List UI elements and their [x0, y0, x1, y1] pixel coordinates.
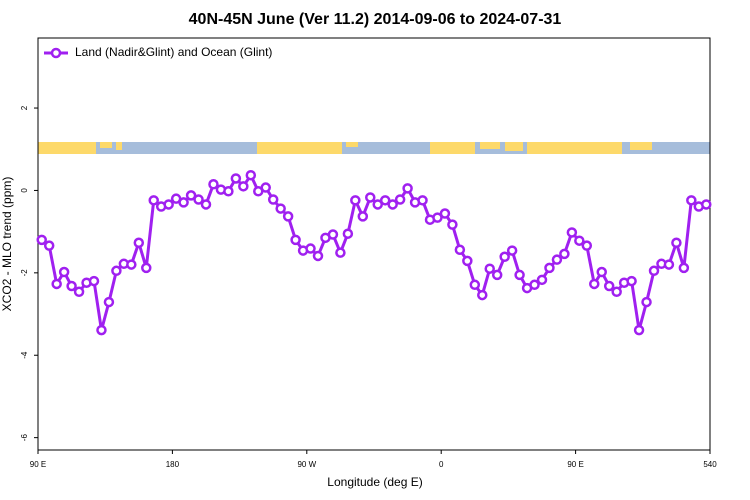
- data-point: [603, 280, 615, 292]
- data-point: [200, 199, 212, 210]
- data-point: [178, 197, 189, 208]
- y-tick-label: -4: [20, 351, 29, 359]
- data-point: [305, 243, 316, 254]
- data-point: [574, 235, 585, 246]
- data-point: [163, 199, 174, 210]
- land-ocean-strip: [38, 142, 710, 154]
- data-point: [491, 269, 503, 281]
- data-point: [312, 250, 324, 262]
- data-point: [536, 274, 548, 286]
- data-point: [701, 199, 712, 210]
- data-point: [43, 240, 55, 251]
- data-point: [36, 234, 47, 246]
- data-point: [633, 324, 645, 336]
- data-point: [282, 211, 294, 222]
- data-point: [559, 248, 570, 260]
- data-point: [126, 259, 137, 270]
- data-point: [402, 183, 413, 194]
- data-point: [663, 259, 675, 270]
- data-point: [365, 192, 376, 203]
- data-point: [238, 181, 249, 192]
- data-point: [506, 245, 518, 256]
- y-axis-title: XCO2 - MLO trend (ppm): [0, 177, 14, 312]
- data-point: [514, 269, 525, 281]
- y-tick-label: -2: [20, 269, 29, 277]
- data-point: [245, 169, 257, 181]
- data-point: [327, 229, 339, 240]
- plot-frame: [37, 37, 711, 451]
- data-point: [611, 286, 622, 298]
- data-point: [417, 195, 428, 206]
- data-point: [544, 262, 555, 274]
- data-point: [133, 237, 145, 249]
- data-point: [58, 266, 70, 278]
- data-point: [111, 265, 122, 277]
- data-point: [51, 278, 62, 290]
- data-point: [551, 254, 563, 265]
- legend-marker: [50, 47, 62, 59]
- data-point: [193, 194, 204, 205]
- data-point: [73, 286, 85, 298]
- data-point: [223, 186, 234, 197]
- data-point: [589, 278, 600, 290]
- data-point: [641, 296, 652, 308]
- data-point: [208, 179, 219, 190]
- data-point: [350, 195, 361, 206]
- data-point: [477, 289, 488, 301]
- x-tick-label: 0: [439, 460, 444, 469]
- data-point: [387, 199, 398, 210]
- data-point: [185, 190, 197, 201]
- data-point: [432, 212, 443, 223]
- data-point: [103, 296, 115, 308]
- chart-title: 40N-45N June (Ver 11.2) 2014-09-06 to 20…: [189, 11, 562, 28]
- data-point: [357, 211, 369, 222]
- data-point: [267, 194, 279, 205]
- data-point: [596, 266, 607, 278]
- x-tick-label: 90 E: [567, 460, 583, 469]
- data-point: [671, 237, 682, 249]
- data-point: [148, 195, 159, 206]
- data-point: [447, 219, 458, 230]
- data-point: [260, 182, 271, 193]
- x-tick-label: 540: [703, 460, 717, 469]
- y-tick-label: 0: [20, 188, 29, 193]
- data-point: [499, 251, 510, 263]
- data-point: [275, 203, 286, 214]
- data-point: [566, 227, 578, 238]
- data-point: [141, 262, 152, 274]
- x-tick-label: 180: [166, 460, 180, 469]
- x-tick-label: 90 W: [297, 460, 316, 469]
- data-point: [394, 194, 406, 205]
- data-point: [469, 279, 481, 291]
- data-point: [686, 195, 697, 206]
- x-tick-label: 90 E: [30, 460, 46, 469]
- x-axis-title: Longitude (deg E): [327, 475, 422, 489]
- data-point: [529, 279, 540, 291]
- data-point: [290, 234, 301, 246]
- data-point: [88, 275, 100, 287]
- data-point: [372, 199, 383, 210]
- data-point: [462, 255, 473, 267]
- legend-label: Land (Nadir&Glint) and Ocean (Glint): [75, 45, 272, 59]
- data-point: [626, 275, 637, 287]
- data-point: [454, 244, 466, 256]
- data-point: [678, 262, 690, 274]
- data-point: [648, 265, 660, 277]
- y-tick-label: 2: [20, 105, 29, 110]
- y-tick-label: -6: [20, 434, 29, 442]
- data-point: [581, 240, 593, 251]
- data-point: [439, 208, 451, 219]
- data-point: [96, 324, 107, 336]
- data-point: [230, 173, 242, 184]
- data-point: [342, 228, 354, 239]
- data-point: [484, 263, 495, 274]
- data-point: [335, 247, 346, 258]
- data-point: [379, 195, 391, 206]
- data-point: [66, 280, 77, 292]
